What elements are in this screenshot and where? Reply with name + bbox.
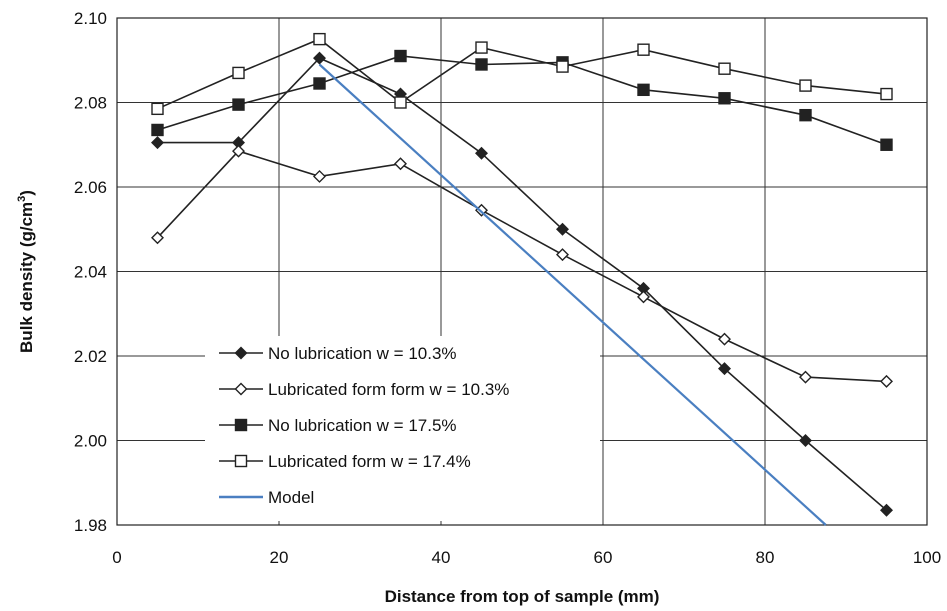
data-point-marker bbox=[718, 92, 731, 105]
legend-label: No lubrication w = 17.5% bbox=[268, 416, 457, 435]
legend-item: No lubrication w = 17.5% bbox=[219, 416, 457, 435]
series-3 bbox=[151, 49, 893, 151]
data-point-marker bbox=[556, 222, 569, 236]
data-point-marker bbox=[799, 79, 812, 92]
data-point-marker bbox=[234, 382, 248, 396]
series-line bbox=[157, 57, 888, 511]
y-tick-label: 2.08 bbox=[74, 94, 107, 113]
x-tick-label: 40 bbox=[432, 548, 451, 567]
y-tick-label: 2.10 bbox=[74, 9, 107, 28]
legend: No lubrication w = 10.3% Lubricated form … bbox=[205, 336, 600, 521]
data-point-marker bbox=[232, 98, 245, 111]
data-point-marker bbox=[799, 370, 812, 384]
data-point-marker bbox=[475, 41, 488, 54]
legend-label: Lubricated form form w = 10.3% bbox=[268, 380, 509, 399]
data-point-marker bbox=[234, 418, 248, 432]
data-point-marker bbox=[880, 87, 893, 101]
data-point-marker bbox=[313, 169, 326, 183]
data-point-marker bbox=[880, 503, 893, 517]
x-tick-label: 60 bbox=[594, 548, 613, 567]
series-4 bbox=[151, 32, 893, 116]
data-point-marker bbox=[799, 108, 812, 122]
data-point-marker bbox=[151, 123, 164, 137]
data-point-marker bbox=[475, 146, 488, 160]
data-point-marker bbox=[313, 77, 326, 90]
data-point-marker bbox=[151, 231, 164, 245]
data-point-marker bbox=[232, 144, 245, 158]
data-point-marker bbox=[234, 454, 248, 468]
data-point-marker bbox=[637, 290, 650, 304]
y-axis-title: Bulk density (g/cm3) bbox=[16, 190, 36, 353]
legend-item: Lubricated form form w = 10.3% bbox=[219, 380, 509, 399]
y-axis-title-main: Bulk density (g/cm bbox=[17, 202, 36, 353]
data-point-marker bbox=[234, 346, 248, 360]
y-axis-ticks: 1.98 2.00 2.02 2.04 2.06 2.08 2.10 bbox=[74, 9, 107, 535]
data-point-marker bbox=[718, 62, 731, 75]
series-line bbox=[156, 150, 887, 383]
y-axis-title-superscript: 3 bbox=[16, 196, 28, 202]
series-line bbox=[318, 63, 827, 526]
series-line bbox=[157, 55, 887, 146]
y-axis-title-close: ) bbox=[17, 190, 36, 196]
data-point-marker bbox=[880, 374, 893, 388]
x-tick-label: 100 bbox=[913, 548, 941, 567]
data-point-marker bbox=[475, 58, 488, 71]
data-point-marker bbox=[232, 66, 245, 80]
series-1 bbox=[151, 51, 893, 517]
data-point-marker bbox=[151, 136, 164, 150]
data-point-marker bbox=[799, 434, 812, 447]
data-point-marker bbox=[151, 102, 164, 116]
data-point-marker bbox=[394, 96, 407, 109]
x-tick-label: 0 bbox=[112, 548, 121, 567]
series-layer bbox=[151, 32, 893, 526]
data-point-marker bbox=[718, 362, 731, 376]
y-tick-label: 2.04 bbox=[74, 263, 107, 282]
y-tick-label: 2.02 bbox=[74, 347, 107, 366]
x-tick-label: 20 bbox=[270, 548, 289, 567]
legend-item: Lubricated form w = 17.4% bbox=[219, 452, 471, 471]
legend-label: Lubricated form w = 17.4% bbox=[268, 452, 471, 471]
legend-label: No lubrication w = 10.3% bbox=[268, 344, 457, 363]
data-point-marker bbox=[313, 32, 326, 46]
data-point-marker bbox=[637, 43, 650, 56]
data-point-marker bbox=[880, 138, 893, 151]
series-line bbox=[157, 38, 887, 110]
legend-item: No lubrication w = 10.3% bbox=[219, 344, 457, 363]
x-tick-label: 80 bbox=[756, 548, 775, 567]
y-tick-label: 2.00 bbox=[74, 432, 107, 451]
x-axis-ticks: 0 20 40 60 80 100 bbox=[112, 548, 941, 567]
data-point-marker bbox=[556, 60, 569, 73]
series-5 bbox=[318, 63, 827, 526]
legend-item: Model bbox=[219, 488, 314, 507]
data-point-marker bbox=[556, 248, 569, 262]
y-tick-label: 2.06 bbox=[74, 178, 107, 197]
data-point-marker bbox=[394, 157, 407, 171]
data-point-marker bbox=[637, 83, 650, 97]
data-point-marker bbox=[394, 49, 407, 63]
plot-frame bbox=[116, 17, 928, 526]
data-point-marker bbox=[718, 332, 731, 346]
legend-background bbox=[205, 336, 600, 521]
x-axis-title: Distance from top of sample (mm) bbox=[385, 587, 660, 606]
data-point-marker bbox=[313, 51, 326, 65]
legend-label: Model bbox=[268, 488, 314, 507]
y-tick-label: 1.98 bbox=[74, 516, 107, 535]
